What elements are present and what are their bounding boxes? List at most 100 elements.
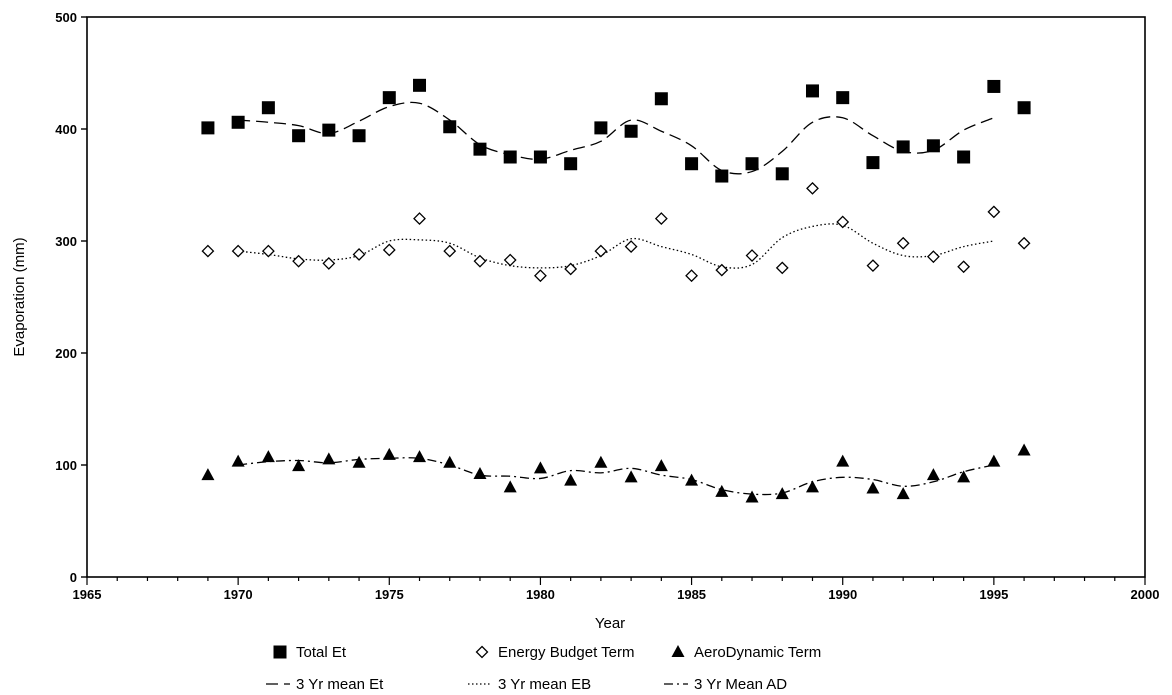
x-tick-label: 2000 [1131, 587, 1160, 602]
point-energy-budget-term [836, 215, 850, 229]
x-tick-label: 1975 [375, 587, 404, 602]
point-energy-budget-term [987, 205, 1001, 219]
point-total-et [322, 123, 336, 137]
point-energy-budget-term [654, 212, 668, 226]
point-aerodynamic-term [201, 468, 215, 481]
point-energy-budget-term [382, 243, 396, 257]
plot-frame [86, 16, 1146, 578]
point-energy-budget-term [503, 253, 517, 267]
x-tick-label: 1990 [828, 587, 857, 602]
point-aerodynamic-term [594, 455, 608, 468]
legend-item-3-yr-mean-ad: 3 Yr Mean AD [664, 676, 787, 693]
point-energy-budget-term [1017, 236, 1031, 250]
y-tick-label: 500 [55, 10, 77, 25]
point-energy-budget-term [201, 244, 215, 258]
legend-label: 3 Yr mean Et [296, 676, 384, 693]
point-energy-budget-term [261, 244, 275, 258]
point-aerodynamic-term [715, 484, 729, 497]
y-tick-label: 200 [55, 346, 77, 361]
legend-swatch [273, 645, 287, 659]
point-aerodynamic-term [866, 481, 880, 494]
point-aerodynamic-term [836, 454, 850, 467]
point-aerodynamic-term [322, 452, 336, 465]
x-tick-label: 1980 [526, 587, 555, 602]
point-energy-budget-term [624, 240, 638, 254]
series-line-3-yr-mean-et [238, 101, 995, 175]
trend-lines [238, 101, 995, 496]
point-energy-budget-term [896, 236, 910, 250]
point-total-et [231, 115, 245, 129]
point-total-et [866, 156, 880, 170]
point-total-et [352, 129, 366, 143]
point-total-et [987, 79, 1001, 93]
series-line-3-yr-mean-ad [238, 457, 994, 496]
point-aerodynamic-term [926, 468, 940, 481]
point-energy-budget-term [352, 248, 366, 261]
y-tick-label: 100 [55, 458, 77, 473]
point-aerodynamic-term [382, 447, 396, 460]
point-total-et [926, 139, 940, 153]
point-aerodynamic-term [775, 487, 789, 500]
point-aerodynamic-term [352, 455, 366, 468]
point-energy-budget-term [473, 254, 487, 268]
point-energy-budget-term [564, 262, 578, 276]
point-energy-budget-term [745, 249, 759, 262]
point-aerodynamic-term [805, 480, 819, 493]
point-total-et [836, 91, 850, 105]
y-tick-label: 0 [70, 570, 77, 585]
point-total-et [594, 121, 608, 135]
point-total-et [775, 167, 789, 181]
point-total-et [443, 120, 457, 134]
point-total-et [533, 150, 547, 164]
point-aerodynamic-term [745, 490, 759, 503]
point-total-et [1017, 101, 1031, 115]
point-aerodynamic-term [1017, 443, 1031, 456]
point-energy-budget-term [715, 263, 729, 277]
legend-label: Energy Budget Term [498, 644, 634, 661]
x-axis-label: Year [595, 615, 625, 632]
point-total-et [896, 140, 910, 154]
point-aerodynamic-term [261, 450, 275, 463]
point-aerodynamic-term [957, 470, 971, 483]
point-total-et [261, 101, 275, 115]
y-tick-label: 300 [55, 234, 77, 249]
point-energy-budget-term [534, 269, 547, 283]
x-tick-label: 1965 [73, 587, 102, 602]
point-energy-budget-term [806, 181, 819, 195]
point-total-et [805, 84, 819, 98]
legend-item-energy-budget-term: Energy Budget Term [475, 644, 634, 661]
legend-swatch [671, 645, 685, 657]
point-total-et [564, 157, 578, 171]
x-tick-label: 1995 [979, 587, 1008, 602]
point-aerodynamic-term [413, 450, 427, 463]
point-energy-budget-term [413, 212, 426, 226]
point-energy-budget-term [866, 259, 880, 273]
point-total-et [382, 91, 396, 105]
point-aerodynamic-term [231, 454, 245, 467]
legend: Total Et Energy Budget Term AeroDynamic Te… [266, 644, 821, 693]
point-energy-budget-term [443, 244, 457, 258]
point-aerodynamic-term [473, 466, 487, 479]
point-total-et [654, 92, 668, 106]
y-tick-label: 400 [55, 122, 77, 137]
legend-swatch [475, 645, 489, 659]
series-line-3-yr-mean-eb [238, 223, 994, 269]
legend-item-total-et: Total Et [273, 644, 347, 661]
point-total-et [503, 150, 517, 164]
legend-item-3-yr-mean-eb: 3 Yr mean EB [468, 676, 591, 693]
point-aerodynamic-term [503, 480, 517, 493]
point-aerodynamic-term [624, 470, 638, 483]
point-total-et [745, 157, 759, 171]
legend-item-3-yr-mean-et: 3 Yr mean Et [266, 676, 384, 693]
point-total-et [957, 150, 971, 164]
legend-label: 3 Yr Mean AD [694, 676, 787, 693]
point-energy-budget-term [594, 244, 608, 258]
point-aerodynamic-term [443, 455, 457, 468]
x-axis-ticks: 1965 1970 1975 1980 1985 1990 1995 2000 [73, 577, 1160, 602]
point-total-et [624, 124, 638, 138]
point-aerodynamic-term [533, 461, 547, 474]
y-axis-label: Evaporation (mm) [11, 237, 28, 356]
point-aerodynamic-term [564, 473, 578, 486]
point-total-et [413, 78, 427, 92]
